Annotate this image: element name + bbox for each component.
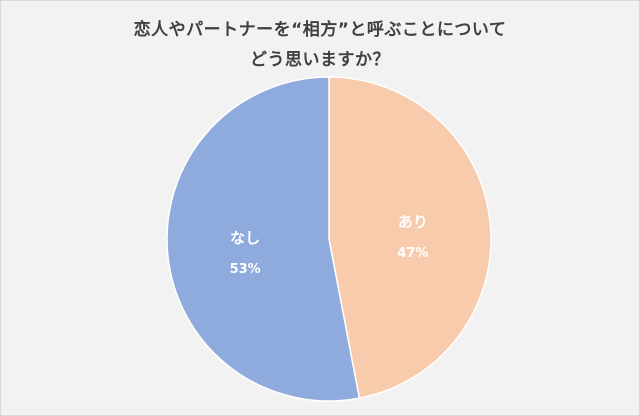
pie-labels: あり 47% なし 53% [230,213,429,277]
pie-slice-2 [166,76,361,402]
chart-title: 恋人やパートナーを“相方”と呼ぶことについて どう思いますか？ [1,15,639,75]
slice-label-2: なし [230,229,260,247]
chart-title-line-2: どう思いますか？ [250,50,390,70]
chart-title-line-1: 恋人やパートナーを“相方”と呼ぶことについて [133,20,507,40]
pie-slices [166,76,492,402]
slice-label-1: あり [398,213,428,231]
slice-value-label-2: 53% [230,262,261,277]
pie-slice-1 [328,76,492,400]
slice-value-label-1: 47% [397,246,428,261]
